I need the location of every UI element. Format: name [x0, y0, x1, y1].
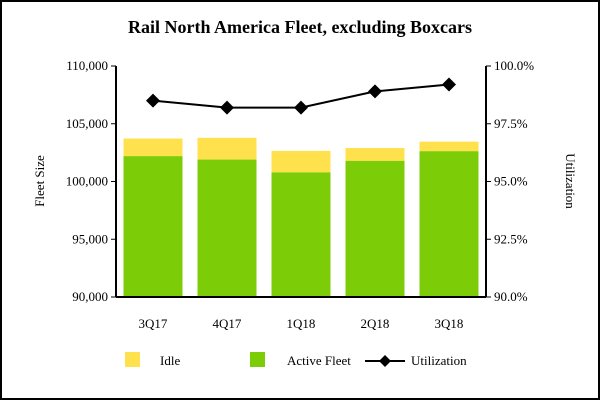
x-tick-label: 2Q18 [361, 316, 390, 331]
y2-tick-label: 90.0% [494, 289, 528, 304]
bar-active-fleet [345, 160, 405, 297]
utilization-point [294, 100, 308, 115]
y-tick-label: 95,000 [72, 231, 108, 246]
utilization-point [368, 84, 382, 99]
y-axis-label: Fleet Size [32, 155, 47, 207]
bar-active-fleet [197, 159, 257, 297]
y2-tick-label: 95.0% [494, 174, 528, 189]
legend-diamond-icon [379, 355, 391, 367]
legend-label-idle: Idle [160, 353, 180, 368]
bar-idle [345, 148, 405, 161]
bar-active-fleet [419, 151, 479, 297]
bar-active-fleet [271, 172, 331, 297]
legend-swatch-idle [125, 352, 140, 367]
y2-tick-label: 97.5% [494, 116, 528, 131]
y-tick-label: 105,000 [66, 116, 108, 131]
y2-tick-label: 92.5% [494, 231, 528, 246]
legend-label-utilization: Utilization [411, 353, 467, 368]
utilization-point [442, 77, 456, 92]
legend-label-active-fleet: Active Fleet [287, 353, 351, 368]
bar-idle [419, 141, 479, 152]
y-tick-label: 110,000 [66, 58, 108, 73]
chart-title: Rail North America Fleet, excluding Boxc… [128, 17, 472, 37]
bar-active-fleet [123, 156, 183, 297]
bar-idle [197, 137, 257, 160]
y-tick-label: 100,000 [66, 174, 108, 189]
x-tick-label: 1Q18 [287, 316, 316, 331]
bar-idle [123, 138, 183, 157]
x-tick-label: 3Q18 [435, 316, 464, 331]
legend: Idle Active Fleet Utilization [125, 352, 467, 368]
x-tick-label: 3Q17 [139, 316, 168, 331]
bar-idle [271, 150, 331, 173]
x-tick-label: 4Q17 [213, 316, 242, 331]
y2-axis-label: Utilization [563, 153, 578, 209]
y2-tick-label: 100.0% [494, 58, 534, 73]
y-tick-label: 90,000 [72, 289, 108, 304]
legend-swatch-active-fleet [250, 352, 265, 367]
utilization-point [146, 93, 160, 108]
utilization-point [220, 100, 234, 115]
